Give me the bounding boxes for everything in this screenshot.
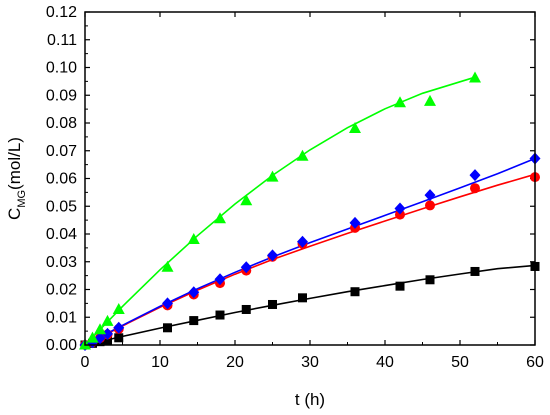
data-point-triangle	[349, 122, 361, 134]
y-tick-label: 0.00	[46, 337, 77, 354]
data-point-triangle	[240, 194, 253, 206]
data-point-diamond	[469, 169, 481, 182]
y-tick-label: 0.04	[46, 226, 77, 243]
x-tick-label: 30	[301, 354, 319, 371]
x-tick-label: 0	[81, 354, 90, 371]
data-point-diamond	[102, 327, 113, 340]
data-point-square	[350, 287, 360, 297]
y-axis-label: CMG(mol/L)	[5, 137, 28, 220]
data-point-diamond	[394, 202, 406, 215]
data-points	[79, 71, 541, 351]
data-point-diamond	[162, 297, 173, 310]
data-point-triangle	[101, 314, 114, 326]
data-point-square	[103, 335, 112, 345]
fit-curve-diamond	[84, 157, 536, 346]
data-point-diamond	[188, 286, 200, 299]
y-tick-label: 0.12	[46, 4, 77, 21]
data-point-square	[298, 293, 307, 303]
data-point-triangle	[266, 170, 279, 182]
data-point-square	[215, 310, 225, 320]
fit-curves	[84, 76, 536, 346]
y-tick-label: 0.06	[46, 171, 77, 188]
y-tick-label: 0.03	[46, 254, 77, 271]
y-tick-label: 0.02	[46, 282, 77, 299]
x-tick-label: 10	[151, 354, 169, 371]
data-point-square	[268, 299, 277, 309]
data-point-triangle	[112, 302, 125, 314]
data-point-diamond	[267, 249, 278, 262]
data-point-triangle	[161, 260, 174, 272]
y-tick-label: 0.05	[46, 198, 77, 215]
data-point-circle	[395, 209, 405, 220]
data-point-diamond	[214, 273, 226, 286]
data-point-square	[163, 323, 172, 333]
data-point-diamond	[424, 189, 436, 202]
x-tick-label: 40	[376, 354, 394, 371]
data-point-triangle	[187, 233, 200, 245]
data-point-diamond	[113, 321, 125, 334]
data-point-diamond	[297, 235, 308, 248]
data-point-square	[241, 304, 251, 314]
y-tick-label: 0.10	[46, 60, 77, 77]
y-tick-label: 0.01	[46, 309, 77, 326]
y-tick-label: 0.11	[47, 32, 77, 49]
fit-curve-circle	[84, 173, 536, 346]
data-point-square	[189, 316, 199, 326]
data-point-triangle	[86, 331, 99, 343]
data-point-square	[470, 266, 480, 276]
data-point-square	[114, 333, 124, 343]
data-point-triangle	[214, 212, 226, 224]
y-tick-label: 0.07	[46, 143, 77, 160]
tick-labels: 0 10 20 30 40 50 60 0.00 0.01 0.02 0.03 0.04 0.05 0.0…	[46, 4, 544, 371]
tick-marks	[84, 11, 536, 346]
plot-frame	[84, 11, 536, 346]
x-tick-label: 50	[451, 354, 469, 371]
data-point-circle	[470, 183, 480, 194]
x-axis-label: t (h)	[295, 390, 325, 409]
data-point-circle	[425, 200, 435, 211]
data-point-diamond	[349, 216, 361, 229]
x-tick-label: 60	[526, 354, 544, 371]
y-tick-label: 0.08	[46, 115, 77, 132]
data-point-square	[425, 275, 435, 285]
data-point-triangle	[469, 71, 481, 83]
data-point-triangle	[94, 323, 106, 335]
data-point-triangle	[296, 149, 309, 161]
data-point-diamond	[240, 261, 252, 274]
fit-curve-square	[84, 264, 536, 346]
data-point-square	[395, 281, 405, 291]
x-tick-label: 20	[226, 354, 244, 371]
y-tick-label: 0.09	[46, 87, 77, 104]
data-point-triangle	[424, 94, 436, 106]
data-point-triangle	[394, 96, 406, 108]
